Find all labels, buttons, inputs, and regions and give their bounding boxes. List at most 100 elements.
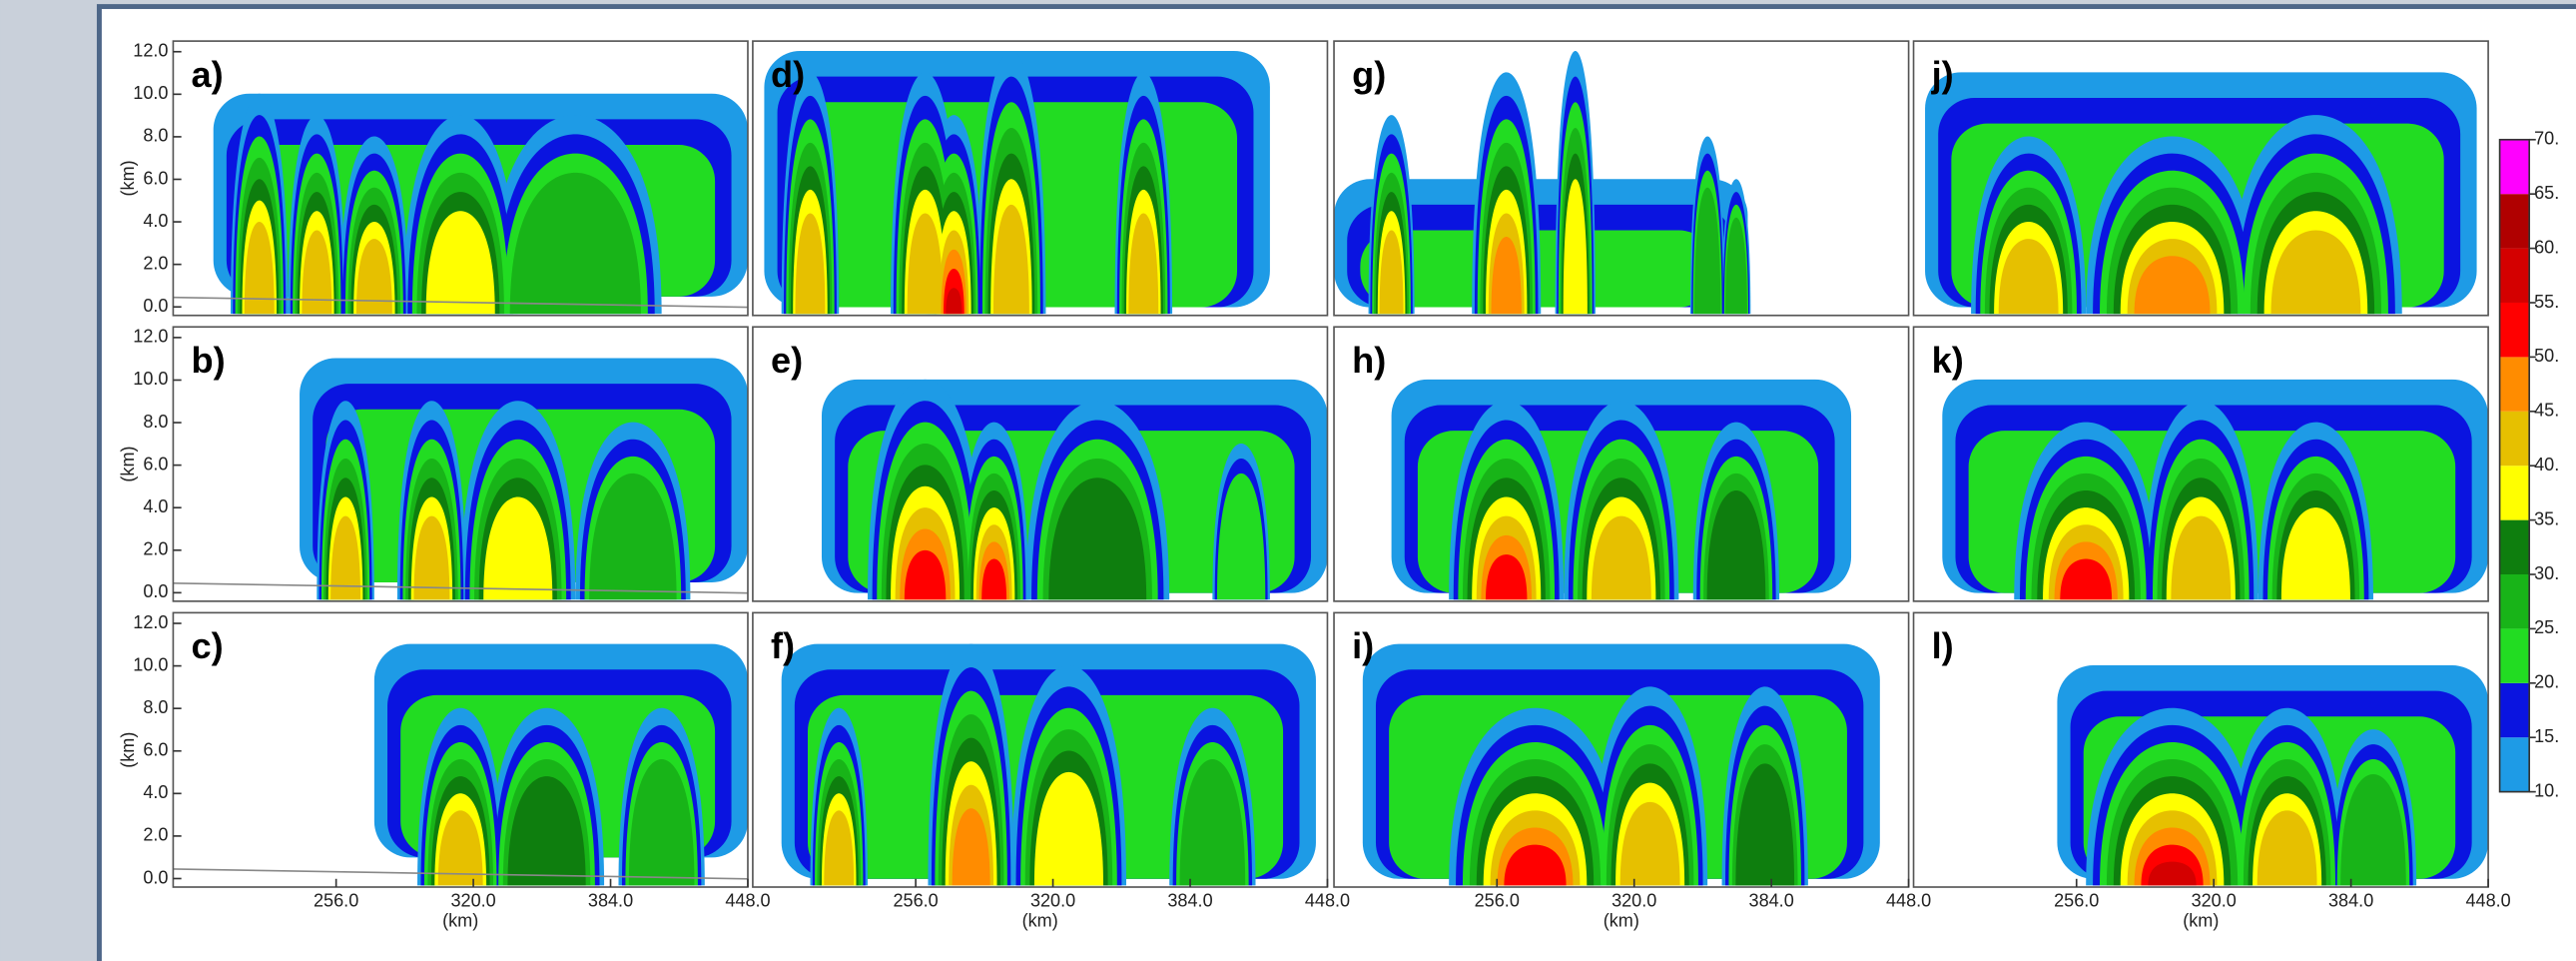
panel-label: f): [771, 625, 795, 666]
y-tick-label: 6.0: [143, 168, 168, 188]
colorbar-tick-label: 10.: [2534, 780, 2559, 800]
panel: b) 0.0 2.0 4.0 6.0 8.0 10.0 12.0 (km): [118, 327, 748, 601]
colorbar-bin: [2500, 140, 2530, 194]
panel: c) 0.0 2.0 4.0 6.0 8.0 10.0 12.0 (km) 256.0 320.0 3…: [118, 612, 771, 931]
figure: a) 0.0 2.0 4.0 6.0 8.0 10.0 12.0 (km) d) g) j) b) 0.0…: [0, 0, 2576, 961]
x-tick-label: 384.0: [1749, 891, 1794, 911]
y-tick-label: 4.0: [143, 211, 168, 231]
y-tick-label: 0.0: [143, 296, 168, 316]
panel: g): [1334, 41, 1909, 316]
colorbar-bin: [2500, 520, 2530, 574]
colorbar-tick-label: 60.: [2534, 237, 2559, 257]
x-tick-label: 384.0: [2328, 891, 2373, 911]
x-tick-label: 256.0: [314, 891, 358, 911]
reflectivity-field: [764, 51, 1269, 314]
panel: k): [1914, 327, 2489, 601]
x-tick-label: 384.0: [1167, 891, 1212, 911]
colorbar-bin: [2500, 466, 2530, 519]
y-tick-label: 6.0: [143, 740, 168, 760]
colorbar-bin: [2500, 683, 2530, 737]
panel-label: i): [1352, 625, 1374, 666]
y-axis-label: (km): [118, 446, 138, 481]
y-axis-label: (km): [118, 160, 138, 196]
y-tick-label: 4.0: [143, 496, 168, 516]
colorbar-tick-label: 25.: [2534, 617, 2559, 637]
x-axis-label: (km): [1022, 910, 1058, 930]
x-tick-label: 256.0: [2054, 891, 2099, 911]
page: {"chart_data": [ {"type": "contour", "ti…: [0, 0, 2576, 961]
x-tick-label: 384.0: [588, 891, 633, 911]
y-tick-label: 12.0: [133, 612, 168, 632]
colorbar-bin: [2500, 737, 2530, 791]
colorbar-bin: [2500, 412, 2530, 466]
colorbar-bin: [2500, 249, 2530, 303]
y-tick-label: 12.0: [133, 327, 168, 347]
y-tick-label: 2.0: [143, 253, 168, 273]
x-tick-label: 448.0: [1886, 891, 1931, 911]
x-tick-label: 448.0: [2465, 891, 2510, 911]
colorbar-tick-label: 45.: [2534, 401, 2559, 421]
reflectivity-field: [374, 644, 748, 886]
reflectivity-field: [300, 358, 748, 599]
y-tick-label: 10.0: [133, 83, 168, 103]
panel: i) 256.0 320.0 384.0 448.0 (km): [1334, 612, 1931, 930]
y-tick-label: 10.0: [133, 654, 168, 674]
panel-label: k): [1932, 340, 1964, 381]
colorbar-tick-label: 65.: [2534, 183, 2559, 203]
colorbar-bin: [2500, 194, 2530, 248]
x-tick-label: 320.0: [1030, 891, 1075, 911]
panel: d): [753, 41, 1328, 316]
panel-label: h): [1352, 340, 1386, 381]
panel-label: a): [192, 54, 224, 95]
y-tick-label: 8.0: [143, 412, 168, 432]
x-tick-label: 320.0: [450, 891, 495, 911]
reflectivity-field: [1925, 72, 2477, 314]
panel-label: l): [1932, 625, 1954, 666]
x-axis-label: (km): [2183, 910, 2219, 930]
panel-label: g): [1352, 54, 1386, 95]
y-tick-label: 8.0: [143, 697, 168, 717]
colorbar-tick-label: 55.: [2534, 292, 2559, 312]
reflectivity-field: [1392, 380, 1851, 599]
reflectivity-field: [782, 644, 1316, 886]
reflectivity-field: [1363, 644, 1880, 886]
y-tick-label: 12.0: [133, 41, 168, 61]
x-tick-label: 448.0: [1305, 891, 1350, 911]
reflectivity-field: [2057, 665, 2488, 885]
y-tick-label: 4.0: [143, 782, 168, 802]
panel: f)256.0320.0384.0448.0(km): [753, 612, 1350, 930]
reflectivity-field: [822, 380, 1327, 599]
y-tick-label: 6.0: [143, 454, 168, 474]
panel: h): [1334, 327, 1909, 601]
panel-label: d): [771, 54, 805, 95]
x-axis-label: (km): [1604, 910, 1639, 930]
x-tick-label: 320.0: [2192, 891, 2237, 911]
panel: e): [753, 327, 1328, 601]
colorbar-tick-label: 50.: [2534, 346, 2559, 366]
y-tick-label: 0.0: [143, 867, 168, 887]
y-tick-label: 0.0: [143, 581, 168, 601]
x-tick-label: 448.0: [725, 891, 770, 911]
colorbar-bin: [2500, 574, 2530, 628]
panel-label: c): [192, 625, 224, 666]
panel-label: j): [1931, 54, 1954, 95]
x-tick-label: 320.0: [1611, 891, 1656, 911]
panel-label: b): [192, 340, 226, 381]
panel-label: e): [771, 340, 803, 381]
colorbar-bin: [2500, 303, 2530, 357]
colorbar-tick-label: 70.: [2534, 129, 2559, 149]
y-tick-label: 2.0: [143, 825, 168, 845]
y-axis-label: (km): [118, 732, 138, 768]
x-tick-label: 256.0: [1475, 891, 1520, 911]
y-tick-label: 10.0: [133, 369, 168, 389]
colorbar-bin: [2500, 628, 2530, 682]
y-tick-label: 8.0: [143, 126, 168, 146]
panel: j): [1914, 41, 2489, 316]
colorbar-tick-label: 20.: [2534, 672, 2559, 692]
panel: a) 0.0 2.0 4.0 6.0 8.0 10.0 12.0 (km): [118, 41, 748, 316]
y-tick-label: 2.0: [143, 539, 168, 559]
reflectivity-field: [214, 94, 748, 314]
colorbar-tick-label: 30.: [2534, 563, 2559, 583]
x-axis-label: (km): [442, 910, 478, 930]
colorbar-bin: [2500, 357, 2530, 411]
